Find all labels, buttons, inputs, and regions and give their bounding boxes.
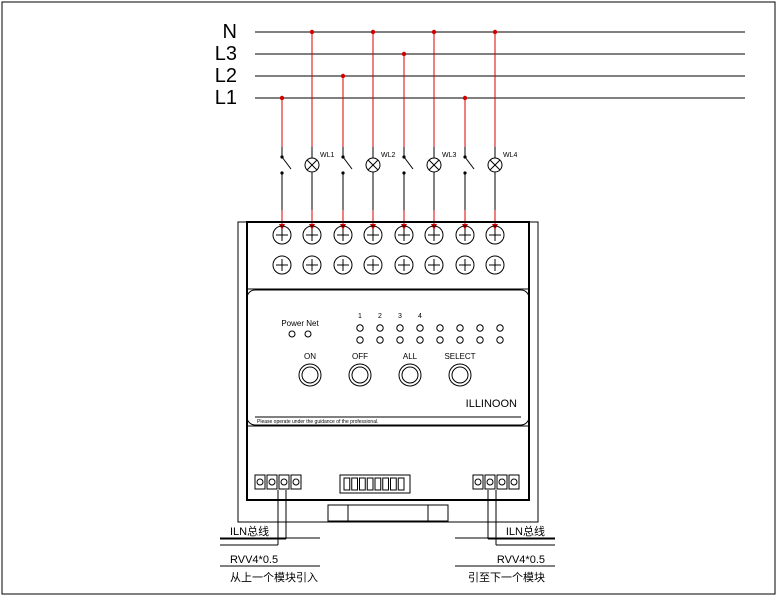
load-label: WL2: [381, 152, 396, 159]
bus-title-left: ILN总线: [230, 524, 269, 538]
bus-label-L2: L2: [215, 65, 237, 87]
load-label: WL4: [503, 152, 518, 159]
channel-number: 1: [358, 313, 362, 320]
load-label: WL1: [320, 152, 335, 159]
channel-number: 2: [378, 313, 382, 320]
button-label-on: ON: [304, 352, 316, 361]
button-label-off: OFF: [352, 352, 368, 361]
bus-note-right: 引至下一个模块: [468, 570, 545, 584]
channel-number: 3: [398, 313, 402, 320]
footnote-label: Please operate under the guidance of the…: [257, 419, 378, 425]
button-label-select: SELECT: [444, 352, 475, 361]
channel-number: 4: [418, 313, 422, 320]
bus-title-right: ILN总线: [506, 524, 545, 538]
bus-label-N: N: [223, 21, 237, 43]
load-label: WL3: [442, 152, 457, 159]
bus-cable-left: RVV4*0.5: [230, 554, 278, 566]
bus-label-L1: L1: [215, 87, 237, 109]
bus-label-L3: L3: [215, 43, 237, 65]
brand-label: ILLINOON: [466, 398, 517, 410]
switch-pin: [341, 155, 344, 158]
bus-note-left: 从上一个模块引入: [230, 570, 318, 584]
bus-cable-right: RVV4*0.5: [497, 554, 545, 566]
switch-pin: [402, 155, 405, 158]
switch-pin: [280, 155, 283, 158]
button-label-all: ALL: [403, 352, 418, 361]
switch-pin: [463, 155, 466, 158]
power-net-label: Power Net: [281, 319, 319, 328]
